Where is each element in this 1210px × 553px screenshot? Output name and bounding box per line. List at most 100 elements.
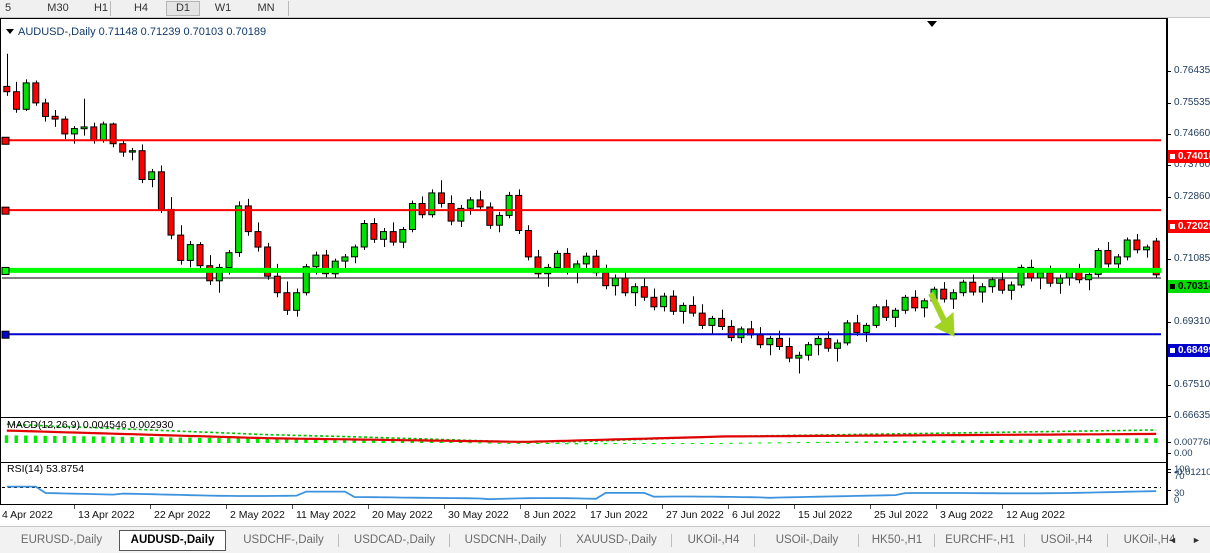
candle-body (399, 229, 407, 243)
chart-tab-audusd--daily[interactable]: AUDUSD-,Daily (119, 530, 226, 551)
price-level-badge-red[interactable]: 0.72029 (1168, 220, 1210, 234)
macd-histogram-bar (883, 441, 888, 443)
tab-separator (1107, 534, 1108, 547)
macd-histogram-bar (922, 440, 926, 443)
chart-tab-hk50--h1[interactable]: HK50-,H1 (871, 534, 923, 546)
macd-histogram-bar (796, 442, 801, 444)
date-axis-tick (520, 505, 521, 509)
timeframe-button-m30[interactable]: M30 (47, 2, 69, 14)
macd-histogram-bar (352, 439, 356, 443)
chart-tab-eurchf--h1[interactable]: EURCHF-,H1 (945, 534, 1015, 546)
macd-histogram-bar (651, 443, 656, 444)
candle-body (602, 272, 610, 287)
chart-tab-usdcnh--daily[interactable]: USDCNH-,Daily (464, 534, 547, 546)
resistance-line-2-handle[interactable] (1, 206, 10, 215)
chart-tab-usoil--daily[interactable]: USOil-,Daily (775, 534, 839, 546)
timeframe-button-mn[interactable]: MN (257, 2, 275, 14)
price-level-badge-red[interactable]: 0.74018 (1168, 150, 1210, 164)
timeframe-button-w1[interactable]: W1 (214, 2, 232, 14)
macd-histogram-bar (120, 436, 125, 443)
candle-body (138, 150, 146, 180)
candle-body (611, 277, 619, 287)
date-axis[interactable]: 4 Apr 2022 13 Apr 2022 22 Apr 2022 2 May 20… (0, 505, 1167, 525)
macd-histogram-bar (478, 442, 482, 444)
candle-body (1085, 273, 1093, 281)
support-line-green-handle[interactable] (1, 266, 10, 275)
price-level-badge-value: 0.68499 (1178, 345, 1210, 357)
date-axis-label: 4 Apr 2022 (2, 509, 53, 521)
candle-body (80, 126, 88, 130)
price-axis-label: 0.73760 (1174, 159, 1210, 171)
price-axis-label: 0.69310 (1174, 315, 1210, 327)
tab-separator (560, 534, 561, 547)
candle-body (466, 199, 474, 209)
price-level-badge-green[interactable]: 0.70314 (1168, 280, 1210, 294)
macd-histogram-bar (439, 441, 443, 443)
price-axis[interactable]: 0.76435 0.75535 0.74660 0.73760 0.72860 0.710… (1167, 18, 1210, 506)
macd-histogram-bar (932, 440, 936, 443)
date-axis-tick (870, 505, 871, 509)
price-tick (1167, 196, 1171, 198)
chart-tab-usdcad--daily[interactable]: USDCAD-,Daily (353, 534, 436, 546)
macd-histogram-bar (565, 443, 569, 445)
timeframe-button-d1[interactable]: D1 (166, 1, 200, 16)
macd-histogram-bar (140, 437, 144, 443)
arrow-shape (928, 291, 955, 337)
macd-histogram-bar (767, 442, 772, 444)
chart-tab-eurusd--daily[interactable]: EURUSD-,Daily (20, 534, 103, 546)
macd-signal-line (6, 429, 1157, 443)
macd-histogram-bar (854, 441, 859, 443)
macd-histogram-bar (207, 437, 212, 443)
chart-tab-usdchf--daily[interactable]: USDCHF-,Daily (243, 534, 324, 546)
candle-body (370, 223, 378, 240)
candle-body (978, 286, 986, 293)
price-level-badge-value: 0.70314 (1178, 281, 1210, 293)
rsi-scale-tick-0 (1167, 469, 1171, 470)
candle-body (380, 231, 387, 240)
timeframe-button-5[interactable]: 5 (4, 2, 12, 14)
macd-histogram-bar (217, 438, 221, 443)
candle-body (911, 296, 919, 309)
chart-area[interactable]: MACD(12,26,9) 0.004546 0.002930 RSI(14) 5… (0, 18, 1167, 505)
date-axis-label: 8 Jun 2022 (524, 509, 576, 521)
tab-scroll-right-icon[interactable]: ► (1192, 535, 1201, 545)
date-axis-tick (150, 505, 151, 509)
candle-body (814, 337, 822, 346)
chart-dropdown-icon[interactable] (6, 29, 14, 34)
chart-tab-ukoil--h4[interactable]: UKOil-,H4 (1123, 534, 1176, 546)
macd-scale-tick (1167, 442, 1171, 443)
candle-body (1017, 266, 1025, 286)
date-axis-tick (74, 505, 75, 509)
macd-main-line (6, 423, 1157, 443)
candle-body (235, 205, 243, 254)
macd-histogram-bar (661, 443, 665, 444)
macd-histogram-bar (961, 440, 965, 443)
down-arrow-annotation[interactable] (928, 291, 955, 337)
candle-body (109, 123, 117, 145)
candle-body (196, 244, 204, 267)
candle-body (360, 223, 368, 248)
macd-histogram-bar (1154, 438, 1158, 443)
timeframe-button-h4[interactable]: H4 (133, 2, 149, 14)
candle-body (1133, 239, 1141, 251)
date-axis-label: 22 Apr 2022 (154, 509, 211, 521)
macd-histogram-bar (487, 442, 492, 444)
chart-tab-usoil--h4[interactable]: USOil-,H4 (1040, 534, 1093, 546)
support-line-blue-handle[interactable] (1, 330, 10, 339)
macd-histogram-bar (400, 440, 405, 443)
date-axis-tick (226, 505, 227, 509)
chart-tab-bar[interactable]: EURUSD-,Daily AUDUSD-,Daily USDCHF-,Daily U… (0, 526, 1210, 553)
tab-scroll-left-icon[interactable]: ◄ (1168, 535, 1177, 545)
price-level-badge-blue[interactable]: 0.68499 (1168, 344, 1210, 358)
macd-histogram-bar (594, 443, 598, 445)
resistance-line-1-handle[interactable] (1, 136, 10, 145)
chart-tab-ukoil--h4[interactable]: UKOil-,H4 (687, 534, 740, 546)
macd-histogram-bar (62, 436, 67, 443)
price-tick (1167, 71, 1171, 73)
candle-body (679, 304, 687, 312)
candle-body (776, 337, 783, 347)
chart-symbol-ohlc-label: AUDUSD-,Daily 0.71148 0.71239 0.70103 0.… (18, 26, 267, 38)
chart-tab-xauusd--daily[interactable]: XAUUSD-,Daily (576, 534, 657, 546)
timeframe-button-h1[interactable]: H1 (93, 2, 109, 14)
